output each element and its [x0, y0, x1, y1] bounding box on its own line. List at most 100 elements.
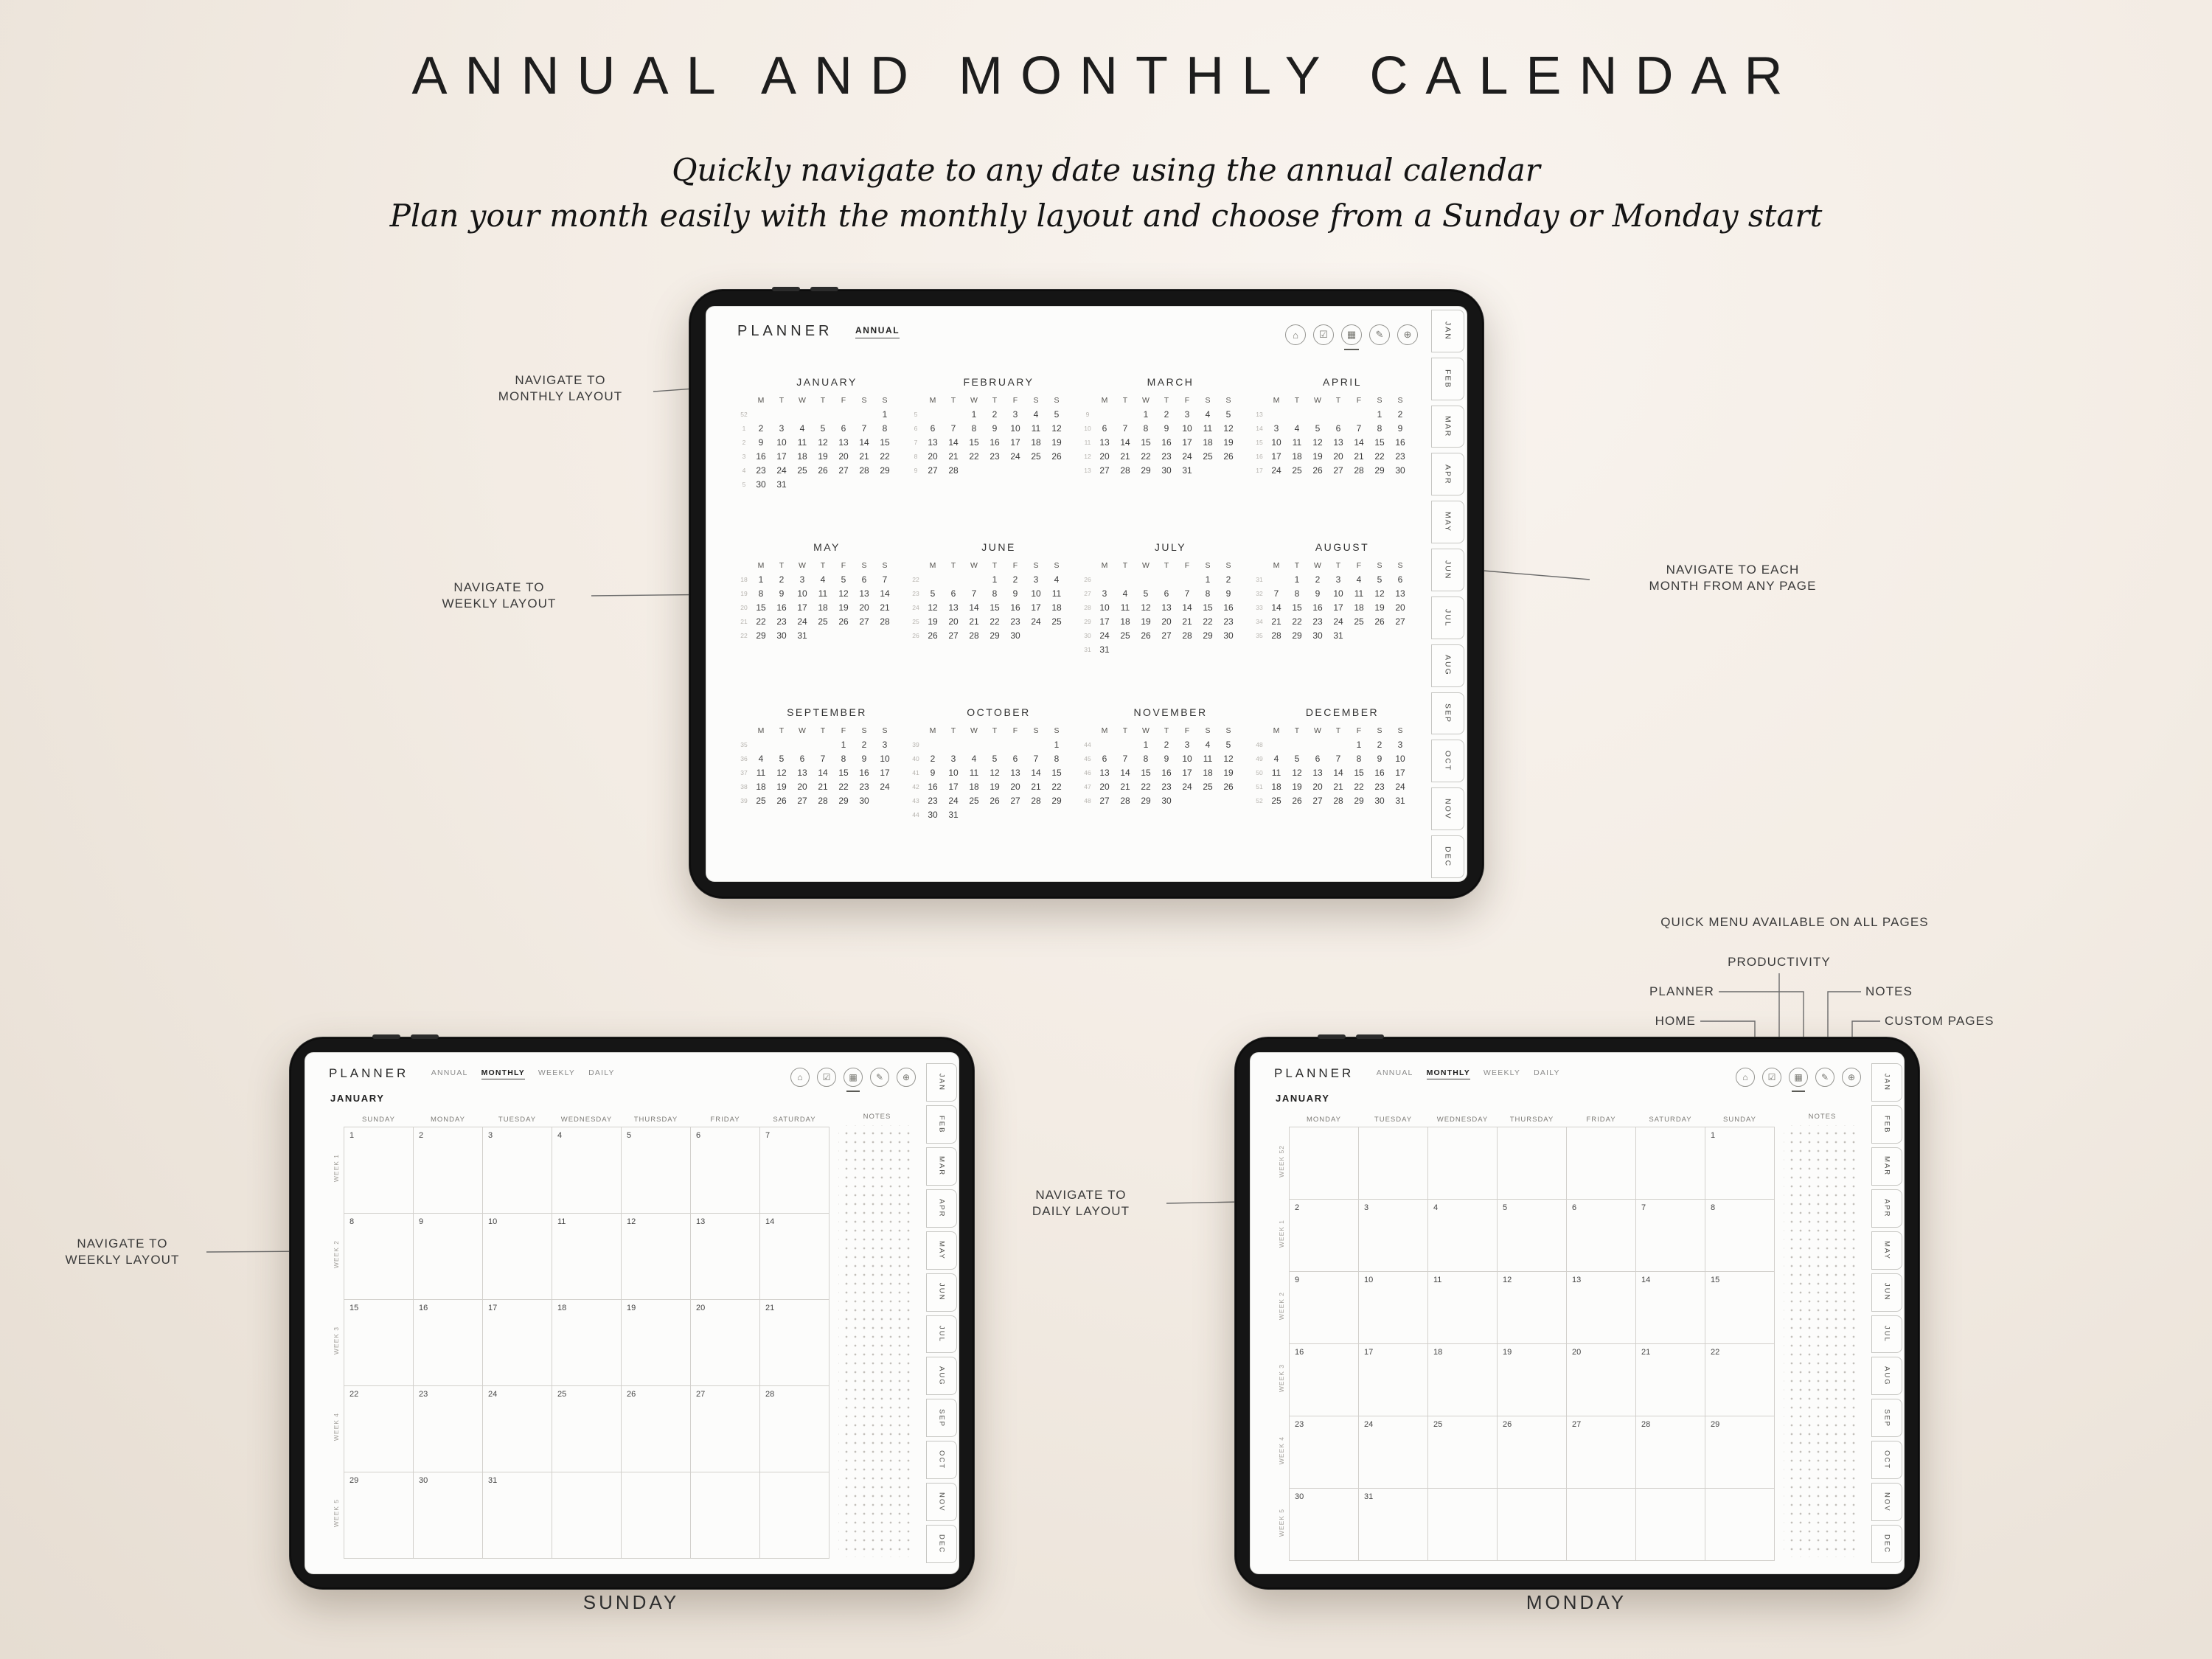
date-cell[interactable]: 25 [552, 1385, 622, 1472]
side-tab-jul[interactable]: JUL [1431, 596, 1464, 639]
date-cell[interactable]: 20 [1566, 1343, 1636, 1416]
week-number[interactable]: 48 [1084, 797, 1091, 804]
week-label[interactable]: WEEK 5 [1278, 1508, 1285, 1537]
nav-weekly[interactable]: WEEKLY [538, 1068, 576, 1077]
custom-pages-icon[interactable]: ⊕ [897, 1068, 916, 1087]
custom-pages-icon[interactable]: ⊕ [1842, 1068, 1861, 1087]
date-cell[interactable]: 28 [1635, 1416, 1705, 1489]
side-tab-jan[interactable]: JAN [1871, 1063, 1902, 1102]
week-number[interactable]: 1 [742, 425, 746, 432]
week-number[interactable]: 24 [912, 604, 919, 611]
side-tab-apr[interactable]: APR [926, 1189, 957, 1228]
date-cell[interactable]: 27 [690, 1385, 760, 1472]
week-number[interactable]: 22 [740, 632, 748, 639]
date-cell[interactable]: 10 [482, 1213, 552, 1300]
week-number[interactable]: 30 [1084, 632, 1091, 639]
week-label[interactable]: WEEK 3 [333, 1326, 340, 1355]
week-number[interactable]: 11 [1084, 439, 1091, 446]
date-cell[interactable]: 4 [1427, 1199, 1498, 1272]
side-tab-dec[interactable]: DEC [1431, 835, 1464, 878]
mini-month-title[interactable]: APRIL [1323, 376, 1362, 388]
date-cell[interactable]: 27 [1566, 1416, 1636, 1489]
date-cell[interactable]: 9 [413, 1213, 483, 1300]
notes-icon[interactable]: ✎ [1369, 324, 1390, 345]
week-number[interactable]: 27 [1084, 590, 1091, 597]
week-number[interactable]: 9 [914, 467, 918, 474]
side-tab-apr[interactable]: APR [1871, 1189, 1902, 1228]
week-number[interactable]: 5 [742, 481, 746, 488]
side-tab-dec[interactable]: DEC [1871, 1525, 1902, 1564]
mini-month-title[interactable]: JUNE [981, 541, 1016, 553]
week-number[interactable]: 13 [1256, 411, 1263, 418]
date-cell[interactable]: 17 [1358, 1343, 1428, 1416]
week-number[interactable]: 46 [1084, 769, 1091, 776]
date-cell[interactable] [1566, 1127, 1636, 1200]
home-icon[interactable]: ⌂ [1736, 1068, 1755, 1087]
week-number[interactable]: 44 [1084, 741, 1091, 748]
side-tab-jan[interactable]: JAN [926, 1063, 957, 1102]
date-cell[interactable]: 5 [621, 1127, 691, 1214]
side-tab-dec[interactable]: DEC [926, 1525, 957, 1564]
nav-daily[interactable]: DAILY [1534, 1068, 1560, 1077]
date-cell[interactable]: 19 [621, 1299, 691, 1386]
week-number[interactable]: 20 [740, 604, 748, 611]
week-number[interactable]: 43 [912, 797, 919, 804]
week-number[interactable]: 16 [1256, 453, 1263, 460]
week-number[interactable]: 34 [1256, 618, 1263, 625]
week-number[interactable]: 52 [740, 411, 748, 418]
week-number[interactable]: 21 [740, 618, 748, 625]
date-cell[interactable]: 16 [1289, 1343, 1359, 1416]
side-tab-may[interactable]: MAY [926, 1231, 957, 1270]
week-number[interactable]: 45 [1084, 755, 1091, 762]
date-cell[interactable]: 2 [413, 1127, 483, 1214]
date-cell[interactable]: 30 [1289, 1488, 1359, 1561]
date-cell[interactable]: 6 [690, 1127, 760, 1214]
date-cell[interactable]: 3 [482, 1127, 552, 1214]
week-number[interactable]: 35 [740, 741, 748, 748]
planner-icon[interactable]: ▦ [844, 1068, 863, 1092]
date-cell[interactable]: 15 [1705, 1271, 1775, 1344]
side-tab-feb[interactable]: FEB [1871, 1105, 1902, 1144]
date-cell[interactable] [1289, 1127, 1359, 1200]
week-number[interactable]: 6 [914, 425, 918, 432]
week-number[interactable]: 9 [1085, 411, 1090, 418]
week-number[interactable]: 40 [912, 755, 919, 762]
week-number[interactable]: 37 [740, 769, 748, 776]
week-label[interactable]: WEEK 52 [1278, 1145, 1285, 1178]
week-number[interactable]: 32 [1256, 590, 1263, 597]
date-cell[interactable]: 29 [1705, 1416, 1775, 1489]
date-cell[interactable]: 13 [690, 1213, 760, 1300]
week-number[interactable]: 50 [1256, 769, 1263, 776]
week-number[interactable]: 52 [1256, 797, 1263, 804]
side-tab-nov[interactable]: NOV [1871, 1483, 1902, 1522]
date-cell[interactable]: 26 [621, 1385, 691, 1472]
week-number[interactable]: 8 [914, 453, 918, 460]
week-label[interactable]: WEEK 1 [333, 1154, 340, 1183]
week-number[interactable]: 47 [1084, 783, 1091, 790]
date-cell[interactable] [552, 1472, 622, 1559]
date-cell[interactable] [1427, 1488, 1498, 1561]
mini-month-title[interactable]: FEBRUARY [963, 376, 1034, 388]
side-tab-jun[interactable]: JUN [1871, 1273, 1902, 1312]
home-icon[interactable]: ⌂ [790, 1068, 810, 1087]
week-number[interactable]: 33 [1256, 604, 1263, 611]
date-cell[interactable]: 7 [1635, 1199, 1705, 1272]
side-tab-jan[interactable]: JAN [1431, 310, 1464, 352]
date-cell[interactable]: 18 [552, 1299, 622, 1386]
week-number[interactable]: 14 [1256, 425, 1263, 432]
date-cell[interactable] [1427, 1127, 1498, 1200]
week-number[interactable]: 42 [912, 783, 919, 790]
date-cell[interactable]: 24 [1358, 1416, 1428, 1489]
date-cell[interactable]: 28 [759, 1385, 830, 1472]
side-tab-sep[interactable]: SEP [1431, 692, 1464, 735]
mini-month-title[interactable]: MAY [813, 541, 841, 553]
date-cell[interactable] [1566, 1488, 1636, 1561]
week-number[interactable]: 51 [1256, 783, 1263, 790]
week-number[interactable]: 12 [1084, 453, 1091, 460]
date-cell[interactable]: 23 [413, 1385, 483, 1472]
side-tab-aug[interactable]: AUG [1431, 644, 1464, 687]
side-tab-aug[interactable]: AUG [1871, 1357, 1902, 1396]
date-cell[interactable]: 14 [1635, 1271, 1705, 1344]
notes-area[interactable] [1784, 1125, 1861, 1557]
week-number[interactable]: 48 [1256, 741, 1263, 748]
